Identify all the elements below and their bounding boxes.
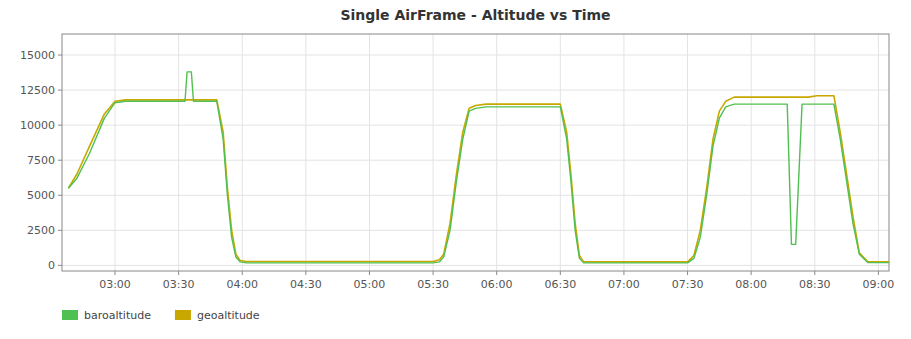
tick-mark <box>58 55 62 56</box>
tick-label: 5000 <box>27 189 55 202</box>
grid-line <box>178 34 179 271</box>
tick-label: 03:00 <box>99 278 131 291</box>
tick-label: 08:30 <box>799 278 831 291</box>
tick-mark <box>178 271 179 275</box>
grid <box>62 34 889 271</box>
tick-mark <box>814 271 815 275</box>
legend-swatch <box>62 310 78 320</box>
tick-mark <box>751 271 752 275</box>
legend-label: baroaltitude <box>84 309 151 322</box>
grid-line <box>62 230 889 231</box>
grid-line <box>305 34 306 271</box>
grid-line <box>62 265 889 266</box>
grid-line <box>242 34 243 271</box>
tick-label: 12500 <box>20 84 55 97</box>
lines <box>68 72 889 263</box>
chart: Single AirFrame - Altitude vs Time 0 2500 5… <box>0 0 911 339</box>
tick-label: 06:00 <box>481 278 513 291</box>
tick-label: 2500 <box>27 224 55 237</box>
grid-line <box>115 34 116 271</box>
grid-line <box>62 195 889 196</box>
tick-label: 10000 <box>20 119 55 132</box>
tick-mark <box>305 271 306 275</box>
legend-label: geoaltitude <box>197 309 260 322</box>
grid-line <box>433 34 434 271</box>
plot-frame <box>62 34 889 271</box>
grid-line <box>751 34 752 271</box>
grid-line <box>62 55 889 56</box>
grid-line <box>369 34 370 271</box>
grid-line <box>814 34 815 271</box>
tick-label: 7500 <box>27 154 55 167</box>
tick-mark <box>58 90 62 91</box>
series-line <box>68 96 889 262</box>
grid-line <box>878 34 879 271</box>
tick-label: 07:30 <box>672 278 704 291</box>
series-line <box>68 72 889 263</box>
title: Single AirFrame - Altitude vs Time <box>340 7 610 23</box>
tick-mark <box>687 271 688 275</box>
grid-line <box>687 34 688 271</box>
tick-label: 0 <box>48 259 55 272</box>
tick-mark <box>242 271 243 275</box>
tick-label: 04:00 <box>226 278 258 291</box>
grid-line <box>496 34 497 271</box>
tick-label: 07:00 <box>608 278 640 291</box>
grid-line <box>62 160 889 161</box>
tick-label: 05:00 <box>354 278 386 291</box>
tick-mark <box>878 271 879 275</box>
tick-mark <box>58 125 62 126</box>
tick-mark <box>623 271 624 275</box>
tick-label: 06:30 <box>544 278 576 291</box>
tick-mark <box>58 265 62 266</box>
tick-mark <box>369 271 370 275</box>
grid-line <box>560 34 561 271</box>
legend-swatch <box>175 310 191 320</box>
tick-mark <box>433 271 434 275</box>
grid-line <box>62 125 889 126</box>
legend: baroaltitude geoaltitude <box>62 309 260 322</box>
grid-line <box>623 34 624 271</box>
tick-mark <box>58 195 62 196</box>
tick-mark <box>560 271 561 275</box>
tick-mark <box>496 271 497 275</box>
tick-mark <box>115 271 116 275</box>
tick-mark <box>58 230 62 231</box>
axes: 0 2500 5000 7500 10000 12500 15000 03:00 03:30 04… <box>20 34 894 291</box>
tick-label: 03:30 <box>163 278 195 291</box>
tick-label: 04:30 <box>290 278 322 291</box>
tick-label: 08:00 <box>735 278 767 291</box>
tick-mark <box>58 160 62 161</box>
tick-label: 15000 <box>20 49 55 62</box>
tick-label: 09:00 <box>863 278 895 291</box>
tick-label: 05:30 <box>417 278 449 291</box>
